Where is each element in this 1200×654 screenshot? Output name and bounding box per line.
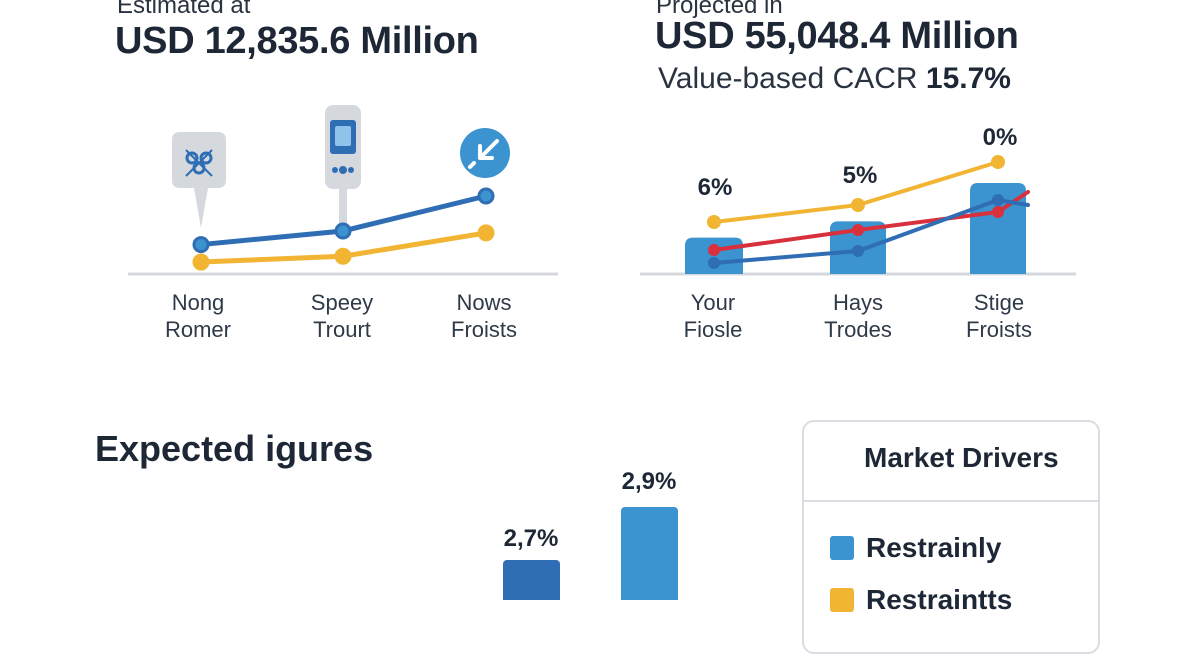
glucose-meter-icon [325, 105, 361, 225]
cagr-value: 15.7% [925, 62, 1011, 95]
projected-value: USD 55,048.4 Million [655, 15, 1019, 57]
right-point-yellow-1 [851, 198, 865, 212]
legend-card: Market Drivers Restrainly Restraintts [802, 420, 1100, 654]
right-point-blue-0 [708, 257, 720, 269]
left-point-yellow-1 [334, 247, 352, 265]
legend-swatch-blue [830, 536, 854, 560]
bottom-bar-label-2: 2,9% [621, 468, 677, 495]
legend-divider [804, 500, 1098, 502]
left-cat-1: Nong Romer [164, 290, 231, 342]
left-point-yellow-0 [192, 253, 210, 271]
estimated-label: Estimated at [117, 0, 251, 19]
right-bar-label-1: 6% [697, 174, 733, 201]
right-cat-1: Your Fiosle [683, 290, 743, 342]
left-point-blue-0 [192, 236, 210, 254]
left-point-blue-1 [334, 222, 352, 240]
right-bar-label-2: 5% [842, 162, 878, 189]
molecule-icon [172, 132, 226, 228]
right-point-blue-2 [992, 194, 1004, 206]
right-cat-2: Hays Trodes [824, 290, 892, 342]
left-point-blue-2 [477, 187, 495, 205]
right-point-blue-1 [852, 245, 864, 257]
right-bar-label-3: 0% [982, 124, 1018, 151]
right-cat-3: Stige Froists [966, 290, 1032, 342]
left-cat-2: Speey Trourt [310, 290, 374, 342]
bottom-bar-chart [503, 507, 678, 600]
bottom-bar-1 [621, 507, 678, 600]
left-cat-3: Nows Froists [451, 290, 517, 342]
right-point-red-1 [852, 224, 864, 236]
legend-item-restraintts: Restraintts [830, 584, 1012, 616]
right-series-line-blue [712, 198, 1030, 265]
cagr-line: Value-based CACR 15.7% [658, 62, 1011, 96]
bottom-bar-label-1: 2,7% [503, 525, 559, 552]
projected-label: Projected in [656, 0, 783, 19]
estimated-value: USD 12,835.6 Million [115, 20, 479, 62]
left-line-chart [128, 105, 558, 276]
right-point-yellow-0 [707, 215, 721, 229]
expected-figures-heading: Expected igures [95, 428, 374, 469]
bottom-bar-0 [503, 560, 560, 600]
legend-swatch-yellow [830, 588, 854, 612]
right-point-red-2 [992, 206, 1004, 218]
right-point-red-0 [708, 244, 720, 256]
right-point-yellow-2 [991, 155, 1005, 169]
right-combo-chart [640, 155, 1076, 276]
shrink-arrows-icon [460, 128, 510, 178]
cagr-label: Value-based CACR [658, 62, 918, 95]
legend-title: Market Drivers [864, 442, 1059, 473]
left-point-yellow-2 [477, 224, 495, 242]
legend-item-restrainly: Restrainly [830, 532, 1001, 564]
